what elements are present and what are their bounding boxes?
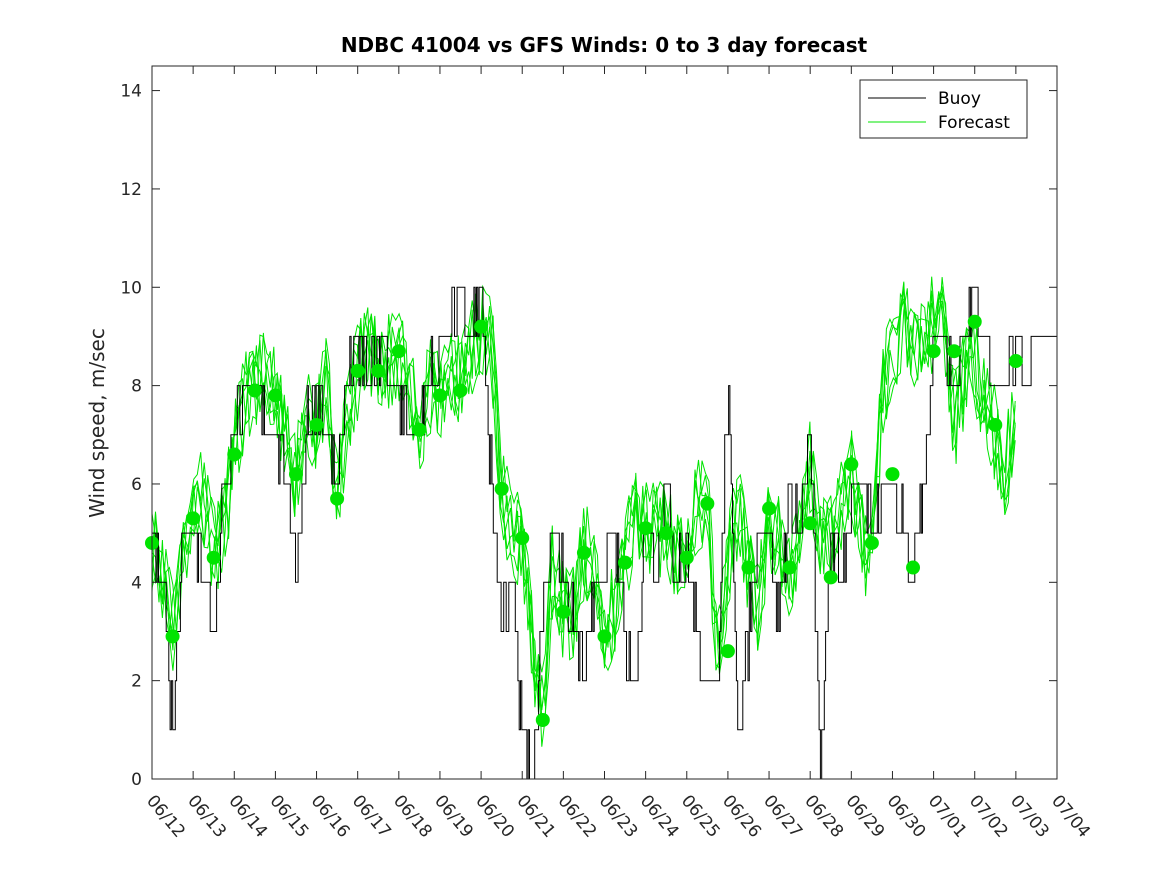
y-axis-label: Wind speed, m/sec [85, 328, 109, 518]
forecast-marker [823, 570, 838, 585]
forecast-marker [227, 447, 242, 462]
forecast-marker [906, 560, 921, 575]
forecast-marker [556, 604, 571, 619]
forecast-marker [330, 491, 345, 506]
forecast-marker [268, 388, 283, 403]
forecast-marker [638, 521, 653, 536]
forecast-marker [885, 467, 900, 482]
forecast-marker [165, 629, 180, 644]
forecast-marker [926, 344, 941, 359]
y-tick-label: 14 [120, 82, 142, 102]
y-tick-label: 12 [120, 180, 142, 200]
y-tick-label: 0 [131, 770, 142, 790]
legend-forecast-label: Forecast [938, 113, 1010, 133]
forecast-marker [782, 560, 797, 575]
forecast-series-line [151, 283, 1016, 710]
forecast-marker [288, 467, 303, 482]
forecast-marker [186, 511, 201, 526]
forecast-marker [432, 388, 447, 403]
forecast-marker [803, 516, 818, 531]
forecast-marker [967, 314, 982, 329]
forecast-marker [391, 344, 406, 359]
chart-title: NDBC 41004 vs GFS Winds: 0 to 3 day fore… [341, 33, 868, 57]
forecast-marker [679, 550, 694, 565]
forecast-marker [988, 417, 1003, 432]
forecast-marker [618, 555, 633, 570]
forecast-marker [535, 712, 550, 727]
legend-buoy-label: Buoy [938, 89, 981, 109]
forecast-marker [597, 629, 612, 644]
forecast-marker [700, 496, 715, 511]
forecast-marker [864, 535, 879, 550]
y-tick-label: 8 [131, 377, 142, 397]
forecast-marker [412, 422, 427, 437]
forecast-marker [720, 644, 735, 659]
forecast-marker [309, 417, 324, 432]
forecast-marker [453, 383, 468, 398]
forecast-marker [947, 344, 962, 359]
series-layer [145, 276, 1057, 780]
y-tick-label: 2 [131, 672, 142, 692]
forecast-marker [371, 363, 386, 378]
forecast-marker [206, 550, 221, 565]
forecast-marker [515, 531, 530, 546]
forecast-marker [474, 319, 489, 334]
forecast-marker [247, 383, 262, 398]
buoy-series-line [152, 286, 1057, 780]
forecast-marker [762, 501, 777, 516]
forecast-marker [576, 545, 591, 560]
legend: Buoy Forecast [859, 79, 1028, 139]
forecast-marker [494, 481, 509, 496]
y-tick-label: 10 [120, 278, 142, 298]
forecast-marker [659, 526, 674, 541]
legend-box [859, 79, 1028, 139]
forecast-marker [350, 363, 365, 378]
forecast-marker [1008, 354, 1023, 369]
forecast-marker [741, 560, 756, 575]
y-tick-label: 6 [131, 475, 142, 495]
y-tick-label: 4 [131, 573, 142, 593]
forecast-marker [844, 457, 859, 472]
